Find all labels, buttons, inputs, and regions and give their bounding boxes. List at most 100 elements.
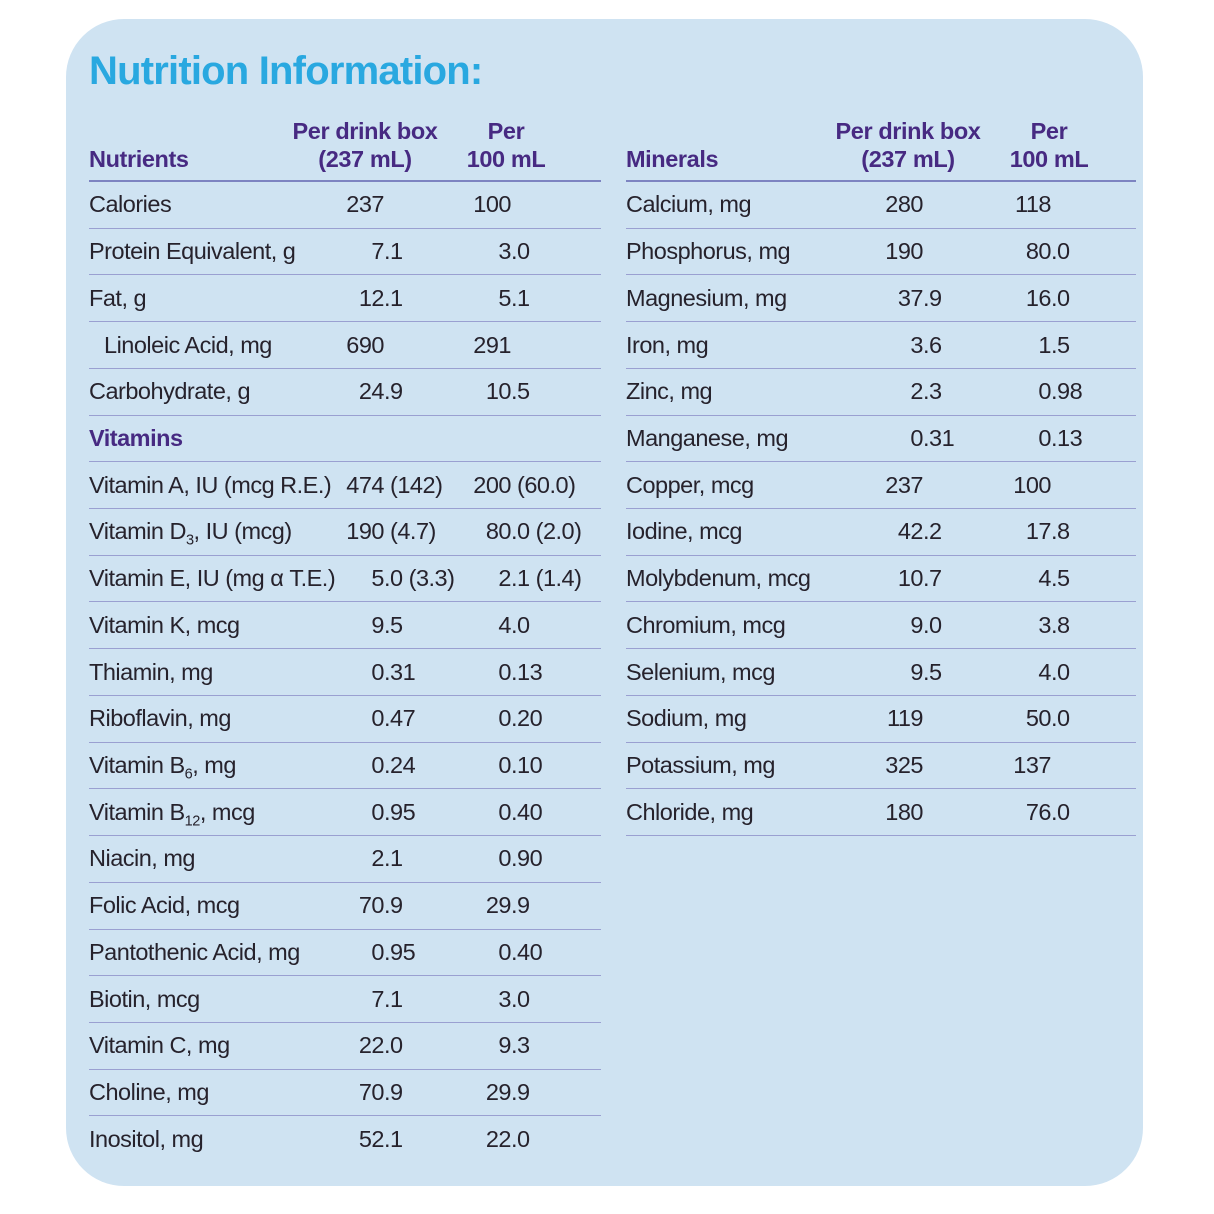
table-row: Biotin, mcg 7.1 3.0 [89,976,601,1023]
value-per-100ml: 80.0 [1025,238,1070,265]
nutrition-card: Nutrition Information: Nutrients Per dri… [66,19,1143,1186]
nutrient-label: Chromium, mcg [626,611,786,638]
value-per-100ml: 0.20 [498,705,543,732]
value-per-100ml: 0.40 [498,798,543,825]
section-header: Vitamins [89,424,183,451]
value-per-drink-box: 7.1 [371,238,403,265]
column-header-per-drink-box: Per drink box (237 mL) [285,117,445,173]
minerals-table: Minerals Per drink box (237 mL) Per 100 … [626,109,1136,837]
nutrient-label: Vitamin C, mg [89,1032,230,1059]
value-per-100ml: 0.90 [498,845,543,872]
nutrient-label: Vitamin B12, mcg [89,798,255,830]
value-per-drink-box: 10.7 [897,565,942,592]
value-per-drink-box: 9.5 [910,658,942,685]
value-per-drink-box: 42.2 [897,518,942,545]
value-per-100ml: 3.0 [498,985,530,1012]
table-row: Thiamin, mg 0.31 0.13 [89,649,601,696]
value-per-100ml: 29.9 [485,1079,530,1106]
value-per-drink-box: 22.0 [358,1032,403,1059]
value-per-drink-box: 24.9 [358,378,403,405]
value-per-drink-box: 0.47 [371,705,416,732]
table-row: Inositol, mg 52.1 22.0 [89,1116,601,1163]
nutrient-label: Linoleic Acid, mg [104,331,272,358]
table-row: Choline, mg 70.9 29.9 [89,1070,601,1117]
nutrient-label: Magnesium, mg [626,284,787,311]
table-row: Chromium, mcg 9.0 3.8 [626,602,1136,650]
value-per-100ml: 0.10 [498,751,543,778]
table-row: Calories 237 100 [89,182,601,229]
value-per-drink-box: 12.1 [358,284,403,311]
value-per-drink-box: 180 [885,798,923,825]
table-row: Vitamin B12, mcg 0.95 0.40 [89,789,601,837]
header-line-2: 100 mL [1009,146,1089,172]
value-per-100ml: 29.9 [485,892,530,919]
table-row: Molybdenum, mcg 10.7 4.5 [626,556,1136,603]
header-line-1: Per drink box [292,118,438,144]
value-per-drink-box: 0.24 [371,751,416,778]
nutrient-label: Iodine, mcg [626,518,742,545]
value-per-100ml: 100 [1013,471,1051,498]
column-header-nutrients: Nutrients [89,146,189,172]
table-row: Pantothenic Acid, mg 0.95 0.40 [89,930,601,977]
value-per-100ml: 5.1 [498,284,530,311]
table-row: Iron, mg 3.6 1.5 [626,322,1136,369]
minerals-table-header: Minerals Per drink box (237 mL) Per 100 … [626,109,1136,182]
nutrient-label: Inositol, mg [89,1126,204,1153]
nutrients-table-header: Nutrients Per drink box (237 mL) Per 100… [89,109,601,182]
nutrient-label: Phosphorus, mg [626,238,791,265]
value-per-drink-box: 190 [885,238,923,265]
nutrient-label: Thiamin, mg [89,658,213,685]
value-per-drink-box: 7.1 [371,985,403,1012]
header-line-2: 100 mL [466,146,546,172]
value-per-drink-box: 237 [885,471,923,498]
value-per-100ml: 4.5 [1038,565,1070,592]
table-row: Niacin, mg 2.1 0.90 [89,836,601,883]
table-row: Vitamin C, mg 22.0 9.3 [89,1023,601,1070]
value-per-drink-box: 690 [346,331,384,358]
value-per-drink-box: 9.0 [910,611,942,638]
nutrient-label: Folic Acid, mcg [89,892,240,919]
table-row: Folic Acid, mcg 70.9 29.9 [89,883,601,930]
value-per-100ml: 0.13 [498,658,543,685]
value-per-100ml: 3.0 [498,238,530,265]
value-per-100ml: 80.0 (2.0) [485,518,582,545]
table-row: Vitamin K, mcg 9.5 4.0 [89,602,601,650]
column-header-per-100ml: Per 100 mL [436,117,576,173]
value-per-drink-box: 37.9 [897,284,942,311]
value-per-100ml: 9.3 [498,1032,530,1059]
value-per-100ml: 2.1 (1.4) [498,565,582,592]
nutrient-label: Vitamin B6, mg [89,751,236,783]
nutrient-label: Riboflavin, mg [89,705,231,732]
table-row: Selenium, mcg 9.5 4.0 [626,649,1136,696]
value-per-drink-box: 119 [887,705,923,732]
table-row: Carbohydrate, g 24.9 10.5 [89,369,601,416]
value-per-drink-box: 5.0 (3.3) [371,565,455,592]
table-row: Vitamin D3, IU (mcg) 190 (4.7) 80.0 (2.0) [89,509,601,556]
value-per-100ml: 50.0 [1025,705,1070,732]
table-row: Chloride, mg 180 76.0 [626,789,1136,837]
value-per-100ml: 0.40 [498,938,543,965]
value-per-100ml: 0.98 [1038,378,1083,405]
value-per-drink-box: 70.9 [358,1079,403,1106]
nutrient-label: Vitamin E, IU (mg α T.E.) [89,565,336,592]
nutrient-label: Selenium, mcg [626,658,775,685]
value-per-drink-box: 325 [885,751,923,778]
value-per-drink-box: 0.95 [371,798,416,825]
table-row: Copper, mcg 237 100 [626,462,1136,510]
nutrient-label: Biotin, mcg [89,985,200,1012]
value-per-drink-box: 2.3 [910,378,942,405]
nutrient-label: Pantothenic Acid, mg [89,938,300,965]
table-row: Vitamin A, IU (mcg R.E.) 474 (142) 200 (60… [89,462,601,510]
table-row: Magnesium, mg 37.9 16.0 [626,275,1136,323]
column-header-per-100ml: Per 100 mL [979,117,1119,173]
value-per-drink-box: 52.1 [358,1126,403,1153]
nutrient-label: Carbohydrate, g [89,378,251,405]
value-per-drink-box: 0.95 [371,938,416,965]
nutrient-label: Sodium, mg [626,705,747,732]
table-row: Zinc, mg 2.3 0.98 [626,369,1136,416]
table-row: Potassium, mg 325 137 [626,743,1136,790]
nutrients-table: Nutrients Per drink box (237 mL) Per 100… [89,109,601,1163]
value-per-100ml: 118 [1015,191,1051,218]
header-line-1: Per [1030,118,1068,144]
table-row: Protein Equivalent, g 7.1 3.0 [89,229,601,276]
